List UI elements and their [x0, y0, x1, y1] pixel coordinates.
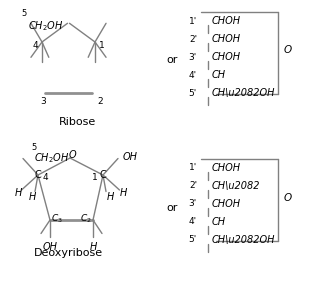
- Text: CH: CH: [212, 217, 226, 227]
- Text: O: O: [284, 45, 292, 55]
- Text: Deoxyribose: Deoxyribose: [33, 248, 103, 258]
- Text: $C_2$: $C_2$: [80, 213, 92, 225]
- Text: Ribose: Ribose: [59, 117, 97, 127]
- Text: 3: 3: [40, 97, 46, 105]
- Text: H: H: [28, 192, 36, 202]
- Text: $CH_2OH$: $CH_2OH$: [28, 19, 63, 33]
- Text: C: C: [35, 170, 42, 180]
- Text: 1: 1: [92, 173, 98, 182]
- Text: H: H: [106, 192, 114, 202]
- Text: CH: CH: [212, 70, 226, 80]
- Text: CHOH: CHOH: [212, 34, 241, 44]
- Text: 1': 1': [189, 17, 197, 26]
- Text: 4': 4': [189, 217, 197, 227]
- Text: CHOH: CHOH: [212, 52, 241, 62]
- Text: H: H: [89, 242, 97, 252]
- Text: CHOH: CHOH: [212, 199, 241, 209]
- Text: $C_3$: $C_3$: [51, 213, 63, 225]
- Text: 1': 1': [189, 164, 197, 173]
- Text: 5: 5: [21, 10, 27, 18]
- Text: $CH_2OH$: $CH_2OH$: [34, 151, 69, 165]
- Text: OH: OH: [123, 152, 138, 162]
- Text: OH: OH: [42, 242, 57, 252]
- Text: CH\u2082OH: CH\u2082OH: [212, 235, 275, 245]
- Text: H: H: [119, 188, 127, 198]
- Text: 4: 4: [32, 42, 38, 50]
- Text: or: or: [166, 203, 178, 213]
- Text: CHOH: CHOH: [212, 163, 241, 173]
- Text: CHOH: CHOH: [212, 16, 241, 26]
- Text: 4: 4: [43, 173, 49, 182]
- Text: 1: 1: [99, 42, 105, 50]
- Text: 2': 2': [189, 34, 197, 43]
- Text: or: or: [166, 55, 178, 65]
- Text: 5': 5': [189, 89, 197, 97]
- Text: 5: 5: [31, 143, 37, 152]
- Text: 2: 2: [97, 97, 103, 105]
- Text: 5': 5': [189, 236, 197, 244]
- Text: 3': 3': [189, 53, 197, 61]
- Text: 4': 4': [189, 70, 197, 80]
- Text: O: O: [68, 150, 76, 160]
- Text: O: O: [284, 193, 292, 203]
- Text: C: C: [100, 170, 107, 180]
- Text: H: H: [14, 188, 22, 198]
- Text: CH\u2082: CH\u2082: [212, 181, 261, 191]
- Text: 2': 2': [189, 181, 197, 190]
- Text: 3': 3': [189, 200, 197, 208]
- Text: CH\u2082OH: CH\u2082OH: [212, 88, 275, 98]
